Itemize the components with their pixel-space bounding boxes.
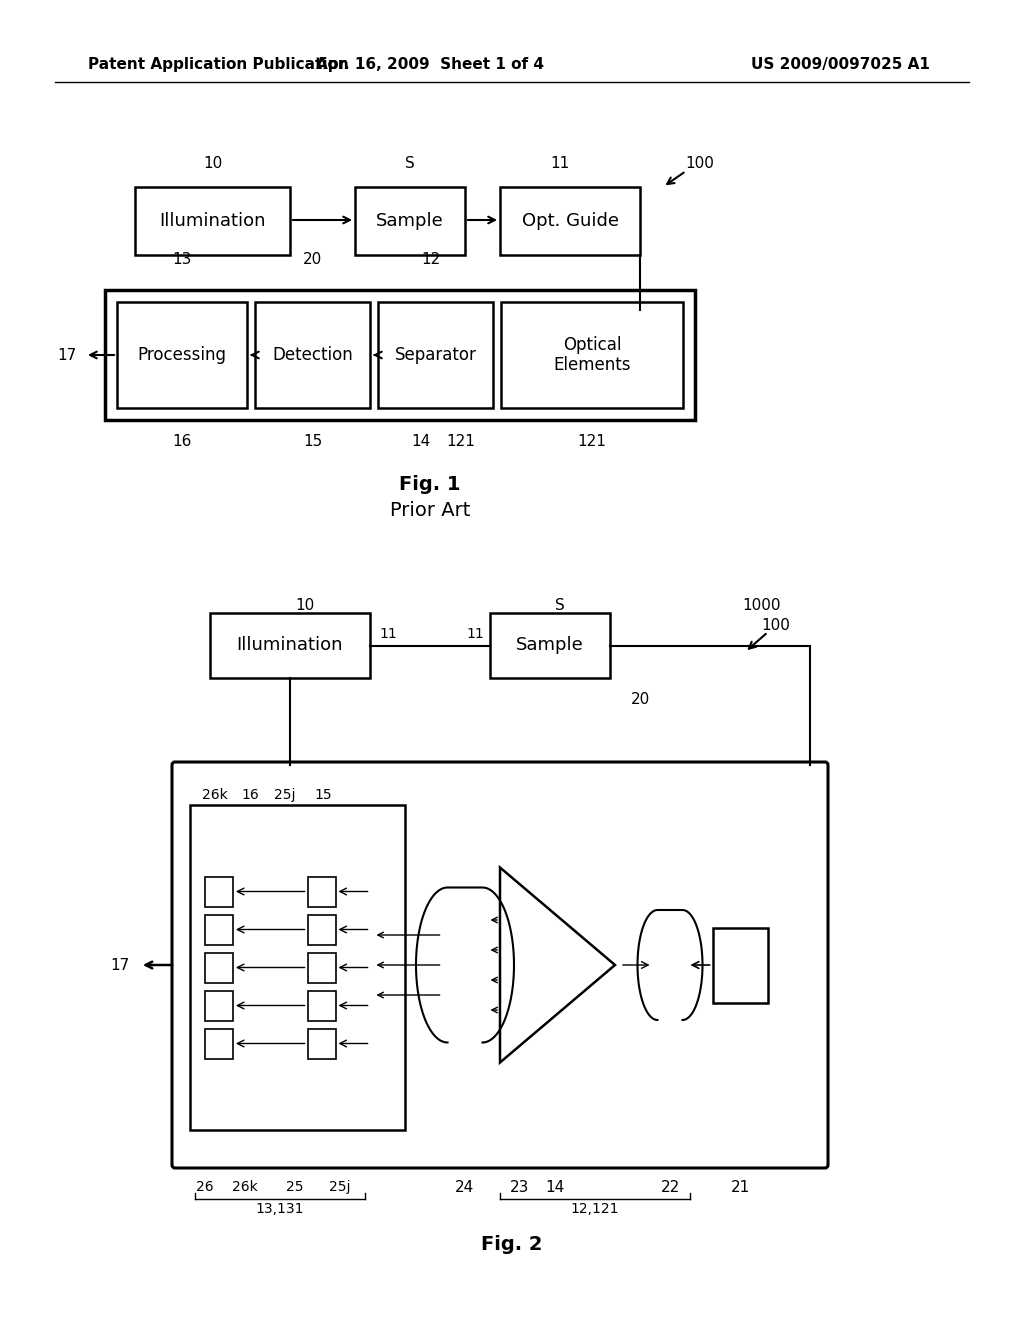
Text: Fig. 2: Fig. 2 (481, 1236, 543, 1254)
Text: 13,131: 13,131 (256, 1203, 304, 1216)
Text: Sample: Sample (376, 213, 443, 230)
Bar (205, 876, 233, 907)
Text: 26k: 26k (202, 788, 228, 803)
Text: 17: 17 (111, 957, 130, 973)
Text: 26: 26 (197, 1180, 214, 1195)
Bar (307, 1028, 336, 1059)
Text: Sample: Sample (516, 636, 584, 655)
Text: 17: 17 (57, 347, 77, 363)
Text: 20: 20 (631, 693, 649, 708)
Text: Illumination: Illumination (237, 636, 343, 655)
Text: 26k: 26k (232, 1180, 258, 1195)
Text: 25j: 25j (330, 1180, 351, 1195)
Text: 100: 100 (762, 618, 791, 632)
Text: 15: 15 (314, 788, 332, 803)
Bar (255, 302, 370, 408)
Bar (355, 187, 465, 255)
Text: 16: 16 (241, 788, 259, 803)
Bar (713, 928, 768, 1002)
Text: 21: 21 (730, 1180, 750, 1195)
Text: 25j: 25j (274, 788, 296, 803)
Text: 11: 11 (550, 156, 569, 170)
Bar (190, 805, 406, 1130)
Text: S: S (555, 598, 565, 612)
Bar (307, 953, 336, 982)
Text: 20: 20 (303, 252, 323, 268)
Bar (500, 187, 640, 255)
Text: 121: 121 (446, 434, 475, 450)
Text: 11: 11 (379, 627, 397, 640)
Text: 100: 100 (685, 156, 715, 170)
Text: Opt. Guide: Opt. Guide (521, 213, 618, 230)
Bar (307, 915, 336, 945)
Text: 10: 10 (203, 156, 222, 170)
Polygon shape (638, 909, 702, 1020)
Bar (490, 612, 610, 678)
Text: Detection: Detection (272, 346, 353, 364)
Text: 25: 25 (287, 1180, 304, 1195)
Text: 10: 10 (295, 598, 314, 612)
Text: 24: 24 (456, 1180, 475, 1195)
Text: 16: 16 (172, 434, 191, 450)
Text: 1000: 1000 (742, 598, 781, 612)
Text: Optical
Elements: Optical Elements (553, 335, 631, 375)
Text: Illumination: Illumination (160, 213, 266, 230)
Text: Apr. 16, 2009  Sheet 1 of 4: Apr. 16, 2009 Sheet 1 of 4 (316, 58, 544, 73)
Text: 15: 15 (303, 434, 323, 450)
Text: US 2009/0097025 A1: US 2009/0097025 A1 (751, 58, 930, 73)
Polygon shape (500, 867, 615, 1063)
Bar (210, 612, 370, 678)
Bar (117, 302, 247, 408)
Bar (378, 302, 493, 408)
Bar (105, 290, 695, 420)
Text: 12,121: 12,121 (570, 1203, 620, 1216)
Bar (501, 302, 683, 408)
Text: 14: 14 (546, 1180, 564, 1195)
Text: 12: 12 (421, 252, 440, 268)
Bar (307, 990, 336, 1020)
Bar (205, 915, 233, 945)
Text: 23: 23 (510, 1180, 529, 1195)
Polygon shape (416, 887, 514, 1043)
Bar (205, 1028, 233, 1059)
Bar (205, 990, 233, 1020)
Text: Fig. 1: Fig. 1 (399, 475, 461, 495)
Text: Prior Art: Prior Art (390, 500, 470, 520)
Text: 22: 22 (660, 1180, 680, 1195)
Text: S: S (406, 156, 415, 170)
Bar (135, 187, 290, 255)
FancyBboxPatch shape (172, 762, 828, 1168)
Bar (205, 953, 233, 982)
Text: Separator: Separator (394, 346, 476, 364)
Text: 13: 13 (172, 252, 191, 268)
Text: 14: 14 (411, 434, 430, 450)
Bar (307, 876, 336, 907)
Text: Patent Application Publication: Patent Application Publication (88, 58, 349, 73)
Text: 121: 121 (578, 434, 606, 450)
Text: 11: 11 (466, 627, 484, 640)
Text: Processing: Processing (137, 346, 226, 364)
